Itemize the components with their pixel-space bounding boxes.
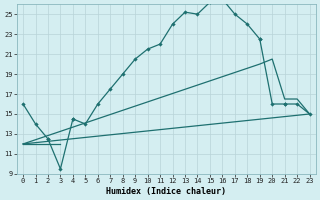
X-axis label: Humidex (Indice chaleur): Humidex (Indice chaleur)	[106, 187, 226, 196]
